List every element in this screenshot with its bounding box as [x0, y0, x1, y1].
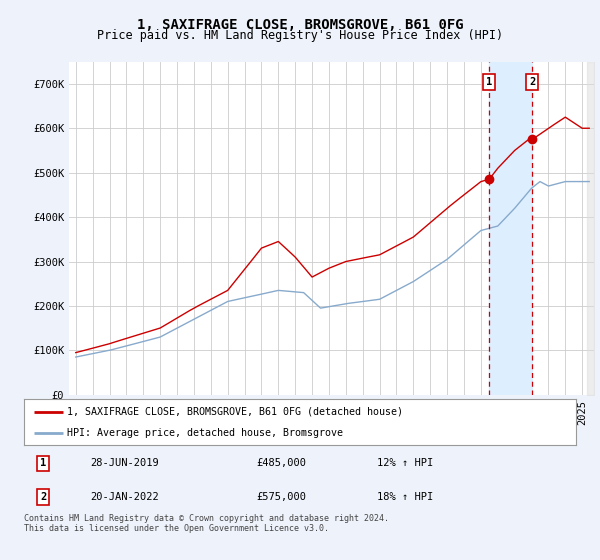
- Text: 2: 2: [529, 77, 536, 87]
- Text: HPI: Average price, detached house, Bromsgrove: HPI: Average price, detached house, Brom…: [67, 428, 343, 438]
- Text: Price paid vs. HM Land Registry's House Price Index (HPI): Price paid vs. HM Land Registry's House …: [97, 29, 503, 42]
- Text: £575,000: £575,000: [256, 492, 306, 502]
- Text: 1: 1: [40, 459, 46, 469]
- Text: 20-JAN-2022: 20-JAN-2022: [90, 492, 159, 502]
- Bar: [489, 62, 532, 395]
- Text: 1: 1: [486, 77, 492, 87]
- Text: 1, SAXIFRAGE CLOSE, BROMSGROVE, B61 0FG: 1, SAXIFRAGE CLOSE, BROMSGROVE, B61 0FG: [137, 18, 463, 32]
- Text: 18% ↑ HPI: 18% ↑ HPI: [377, 492, 434, 502]
- Text: 28-JUN-2019: 28-JUN-2019: [90, 459, 159, 469]
- Text: 1, SAXIFRAGE CLOSE, BROMSGROVE, B61 0FG (detached house): 1, SAXIFRAGE CLOSE, BROMSGROVE, B61 0FG …: [67, 407, 403, 417]
- Text: 2: 2: [40, 492, 46, 502]
- Text: 12% ↑ HPI: 12% ↑ HPI: [377, 459, 434, 469]
- Text: £485,000: £485,000: [256, 459, 306, 469]
- Text: Contains HM Land Registry data © Crown copyright and database right 2024.
This d: Contains HM Land Registry data © Crown c…: [24, 514, 389, 534]
